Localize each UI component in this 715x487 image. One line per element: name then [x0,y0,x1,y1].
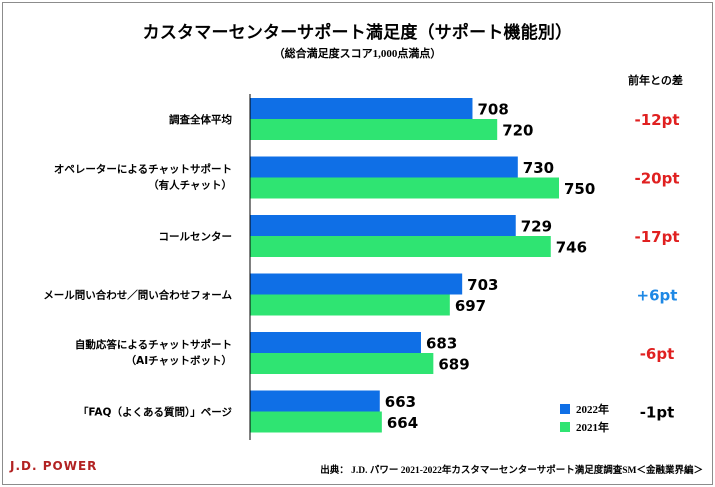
value-label-2022-1: 730 [523,159,554,177]
bar-2021-1 [250,177,559,199]
diff-label-4: -6pt [640,345,675,363]
diff-label-0: -12pt [634,111,679,129]
bar-2022-5 [250,390,380,412]
legend-swatch-2021 [560,422,570,432]
legend-item-2022: 2022年 [560,400,609,418]
category-label-4-line0: 自動応答によるチャットサポート [75,338,232,351]
bar-2022-3 [250,273,463,295]
jd-power-logo: J.D. POWER [10,459,98,473]
legend: 2022年 2021年 [560,400,609,436]
legend-label-2021: 2021年 [576,422,609,434]
bar-2022-1 [250,156,518,178]
chart-subtitle: （総合満足度スコア1,000点満点） [273,48,442,60]
bar-2021-3 [250,294,450,316]
diff-label-2: -17pt [634,228,679,246]
value-label-2021-4: 689 [438,356,469,374]
category-label-1-line0: オペレーターによるチャットサポート [54,163,232,176]
category-label-4-line1: （AIチャットボット） [126,354,232,367]
diff-label-3: +6pt [637,287,678,305]
legend-label-2022: 2022年 [576,404,609,416]
value-label-2022-2: 729 [521,218,552,236]
bar-2022-2 [250,215,516,236]
bar-2021-2 [250,236,551,257]
bar-2021-4 [250,353,434,374]
bar-2022-0 [250,98,473,119]
bar-2021-5 [250,411,382,433]
value-label-2021-5: 664 [387,414,418,432]
bar-2021-0 [250,119,498,140]
value-label-2022-3: 703 [467,276,498,294]
category-label-1-line1: （有人チャット） [148,179,232,192]
legend-swatch-2022 [560,404,570,414]
diff-header: 前年との差 [628,75,683,87]
chart-title: カスタマーセンターサポート満足度（サポート機能別） [142,23,573,42]
diff-label-5: -1pt [640,404,675,422]
category-label-0: 調査全体平均 [169,113,232,126]
value-label-2021-3: 697 [455,297,486,315]
legend-item-2021: 2021年 [560,418,609,436]
value-label-2022-0: 708 [477,101,508,119]
category-label-5: 「FAQ（よくある質問）」ページ [78,406,233,419]
category-label-2: コールセンター [159,231,233,243]
diff-label-1: -20pt [634,170,679,188]
value-label-2021-0: 720 [502,122,533,140]
category-label-3: メール問い合わせ／問い合わせフォーム [43,289,232,302]
value-label-2021-2: 746 [556,239,587,257]
value-label-2022-4: 683 [426,335,457,353]
value-label-2021-1: 750 [564,180,595,198]
source-note: 出典： J.D. パワー 2021-2022年カスタマーセンターサポート満足度調… [320,466,703,476]
value-label-2022-5: 663 [385,393,416,411]
bar-2022-4 [250,332,421,353]
